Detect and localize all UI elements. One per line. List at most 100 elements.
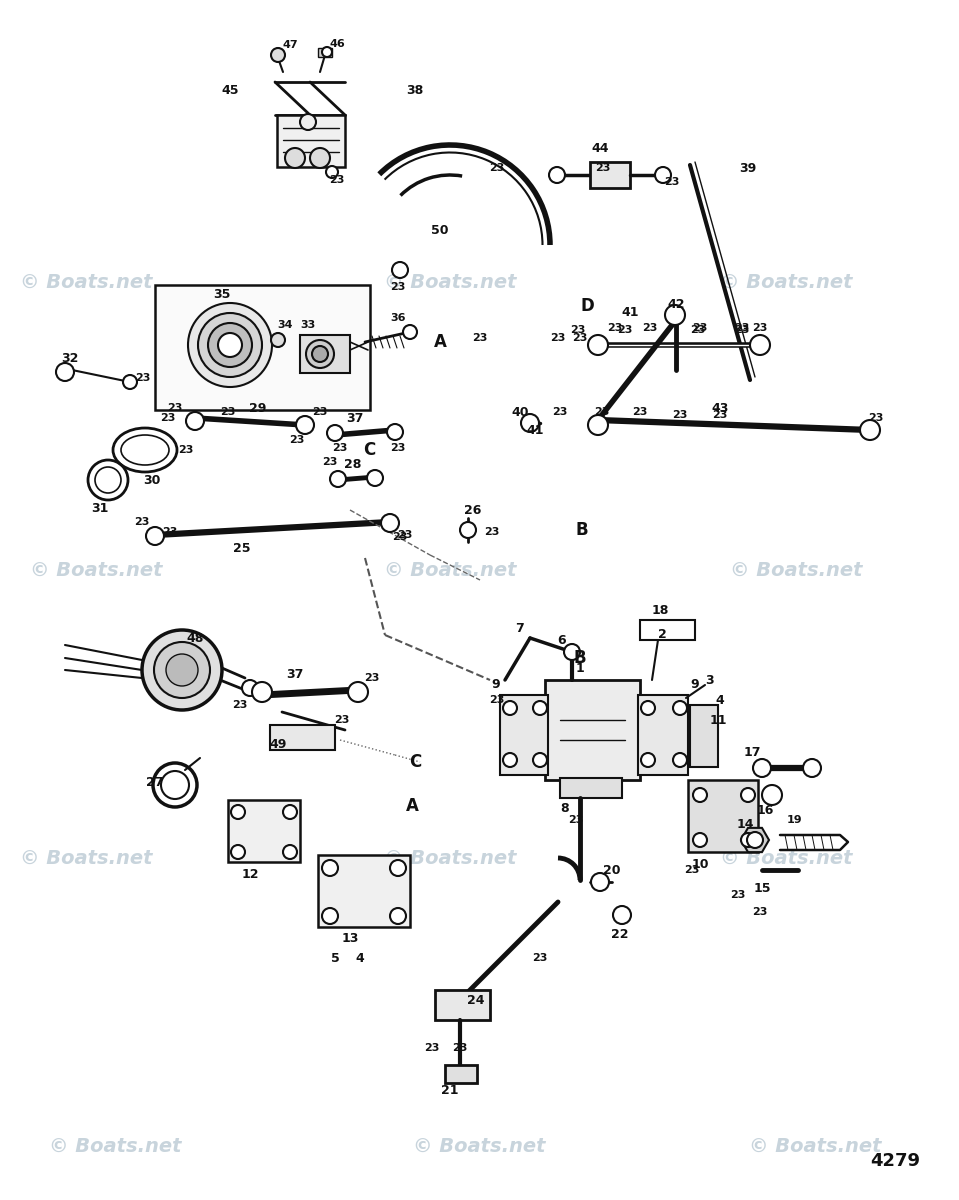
Bar [300,335,350,373]
Circle shape [231,845,245,859]
Text: 23: 23 [178,445,194,455]
Text: 23: 23 [752,907,768,917]
Text: 30: 30 [143,474,161,486]
Text: 23: 23 [232,700,247,710]
Circle shape [123,374,137,389]
Text: © Boats.net: © Boats.net [730,560,862,580]
Circle shape [533,754,547,767]
Circle shape [564,644,580,660]
Circle shape [146,527,164,545]
Text: 29: 29 [249,402,267,414]
Circle shape [306,340,334,368]
Circle shape [741,788,755,802]
Text: 23: 23 [333,443,348,452]
Text: C: C [409,754,421,770]
Circle shape [381,514,399,532]
Text: 23: 23 [692,323,708,332]
Text: 23: 23 [335,715,350,725]
Text: 36: 36 [390,313,406,323]
Circle shape [503,701,517,715]
Text: 23: 23 [731,890,746,900]
Text: A: A [406,798,419,816]
Circle shape [186,412,204,430]
Text: © Boats.net: © Boats.net [385,848,517,868]
Text: 23: 23 [424,1043,439,1054]
Circle shape [208,323,252,367]
Text: © Boats.net: © Boats.net [49,1136,181,1156]
Text: 17: 17 [743,745,760,758]
Circle shape [803,758,821,778]
Circle shape [747,832,763,848]
Text: 23: 23 [607,323,622,332]
Text: B: B [573,648,587,667]
Circle shape [673,701,687,715]
Text: 23: 23 [685,865,700,875]
Text: 6: 6 [558,634,567,647]
Circle shape [588,335,608,355]
Text: 47: 47 [282,40,298,50]
Text: 23: 23 [735,325,750,335]
Text: 19: 19 [787,815,803,826]
Circle shape [762,785,782,805]
Polygon shape [741,828,769,852]
Text: 23: 23 [392,532,408,542]
Bar [690,704,718,767]
Circle shape [390,860,406,876]
Text: 23: 23 [160,413,175,422]
Circle shape [283,845,297,859]
Circle shape [322,47,332,56]
Circle shape [271,48,285,62]
Text: © Boats.net: © Boats.net [413,1136,546,1156]
Text: 2: 2 [658,629,667,642]
Text: 9: 9 [690,678,699,691]
Text: © Boats.net: © Boats.net [30,560,162,580]
Text: 23: 23 [573,332,588,343]
Text: 23: 23 [134,517,150,527]
Circle shape [521,414,539,432]
Text: A: A [433,332,447,350]
Circle shape [665,305,685,325]
Circle shape [154,642,210,698]
Circle shape [188,302,272,386]
Text: © Boats.net: © Boats.net [385,560,517,580]
Circle shape [387,424,403,440]
Text: 11: 11 [710,714,727,726]
Text: 41: 41 [621,306,639,318]
Circle shape [198,313,262,377]
Text: 23: 23 [167,403,182,413]
Text: B: B [575,521,588,539]
Text: C: C [363,440,375,458]
Text: 23: 23 [618,325,633,335]
Bar [500,695,548,775]
Text: 23: 23 [364,673,380,683]
Text: 37: 37 [346,412,363,425]
Text: 49: 49 [269,738,287,751]
Text: 5: 5 [331,952,339,965]
Circle shape [231,805,245,818]
Text: © Boats.net: © Boats.net [720,272,853,292]
Text: 4: 4 [356,952,364,965]
Circle shape [330,470,346,487]
Circle shape [348,682,368,702]
Circle shape [392,262,408,278]
Circle shape [503,754,517,767]
Text: 43: 43 [712,402,729,414]
Text: 24: 24 [467,994,484,1007]
Text: 38: 38 [407,84,424,96]
Circle shape [549,167,565,182]
Bar [435,990,490,1020]
Text: 23: 23 [473,332,488,343]
Bar [318,854,410,926]
Circle shape [403,325,417,338]
Text: 23: 23 [397,530,412,540]
Text: 46: 46 [329,38,345,49]
Circle shape [271,332,285,347]
Circle shape [300,114,316,130]
Bar [318,48,332,56]
Circle shape [312,346,328,362]
Text: 32: 32 [61,352,79,365]
Text: 23: 23 [752,323,768,332]
Text: 14: 14 [737,818,754,832]
Circle shape [588,415,608,434]
Text: 18: 18 [651,604,668,617]
